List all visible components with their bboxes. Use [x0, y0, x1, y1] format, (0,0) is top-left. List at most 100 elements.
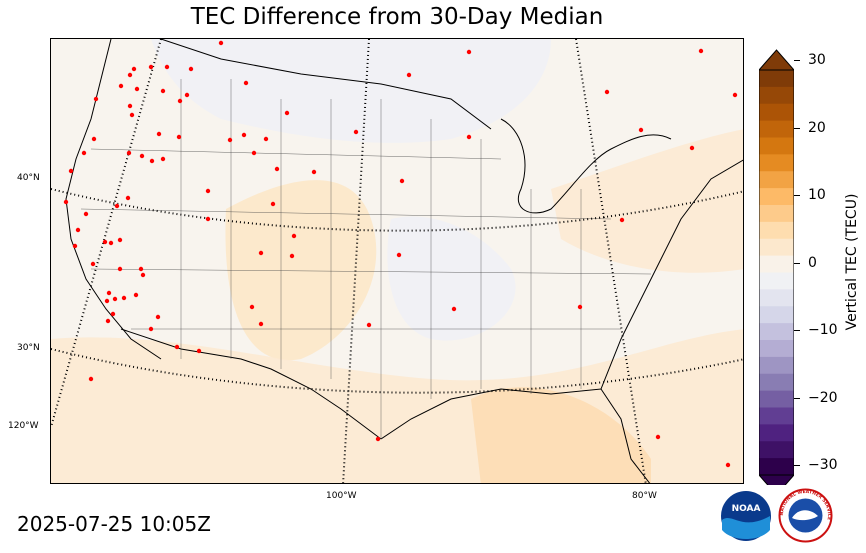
- station-marker: [90, 261, 96, 267]
- station-marker: [205, 216, 211, 222]
- station-marker: [249, 304, 255, 310]
- station-marker: [160, 156, 166, 162]
- colorbar-band: [759, 171, 794, 189]
- colorbar-label: Vertical TEC (TECU): [844, 193, 860, 331]
- station-marker: [176, 134, 182, 140]
- station-marker: [241, 132, 247, 138]
- noaa-logo-text: NOAA: [732, 504, 761, 514]
- colorbar-band: [759, 458, 794, 476]
- colorbar-band: [759, 70, 794, 88]
- colorbar-band: [759, 238, 794, 257]
- station-marker: [174, 344, 180, 350]
- colorbar-tick-label: 10: [808, 187, 826, 203]
- colorbar-tick-label: −30: [808, 457, 838, 473]
- station-marker: [68, 168, 74, 174]
- map-title: TEC Difference from 30-Day Median: [190, 4, 604, 30]
- station-marker: [619, 217, 625, 223]
- station-marker: [125, 195, 131, 201]
- station-marker: [732, 92, 738, 98]
- positive-anomaly-area: [471, 387, 651, 483]
- station-marker: [106, 290, 112, 296]
- colorbar-tickmark: [794, 60, 800, 61]
- colorbar-tick-label: −10: [808, 322, 838, 338]
- colorbar-band: [759, 272, 794, 290]
- station-marker: [466, 49, 472, 55]
- station-marker: [263, 136, 269, 142]
- colorbar-tickmark: [794, 127, 800, 129]
- station-marker: [72, 243, 78, 249]
- colorbar-band: [759, 103, 794, 122]
- colorbar-band: [759, 340, 794, 358]
- longitude-label-80w: 80°W: [632, 491, 657, 501]
- neutral-anomaly-area: [387, 216, 516, 341]
- station-marker: [396, 252, 402, 258]
- station-marker: [108, 240, 114, 246]
- station-marker: [164, 64, 170, 70]
- west-coastline: [65, 39, 162, 360]
- neutral-anomaly-area: [151, 39, 551, 143]
- station-marker: [188, 66, 194, 72]
- station-marker: [155, 314, 161, 320]
- station-marker: [366, 322, 372, 328]
- station-marker: [184, 92, 190, 98]
- colorbar-band: [759, 120, 794, 138]
- colorbar-tick-label: 30: [808, 52, 826, 68]
- colorbar-tickmark: [794, 397, 800, 399]
- station-marker: [291, 233, 297, 239]
- colorbar-band: [759, 441, 794, 459]
- station-marker: [375, 436, 381, 442]
- station-marker: [638, 127, 644, 133]
- station-marker: [139, 153, 145, 159]
- station-marker: [311, 169, 317, 175]
- station-marker: [112, 296, 118, 302]
- station-marker: [243, 80, 249, 86]
- station-marker: [353, 129, 359, 135]
- station-marker: [149, 158, 155, 164]
- station-marker: [156, 131, 162, 137]
- gulf-coastline: [380, 388, 651, 483]
- colorbar-tickmark: [794, 195, 800, 196]
- latitude-label-30n: 30°N: [17, 343, 40, 353]
- longitude-label-100w: 100°W: [326, 491, 357, 501]
- latitude-label-40n: 40°N: [17, 173, 40, 183]
- station-marker: [105, 318, 111, 324]
- station-marker: [655, 434, 661, 440]
- station-marker: [196, 348, 202, 354]
- station-marker: [406, 72, 412, 78]
- station-marker: [725, 462, 731, 468]
- east-coastline: [600, 159, 743, 390]
- colorbar-tickmark: [794, 262, 800, 264]
- station-marker: [83, 211, 89, 217]
- colorbar-band: [759, 373, 794, 392]
- timestamp: 2025-07-25 10:05Z: [17, 512, 211, 536]
- nws-logo: NATIONAL WEATHER SERVICE: [778, 488, 833, 543]
- station-marker: [134, 86, 140, 92]
- colorbar: [759, 49, 794, 485]
- colorbar-band: [759, 154, 794, 172]
- colorbar-band: [759, 424, 794, 442]
- colorbar-band: [759, 188, 794, 206]
- colorbar-band: [759, 289, 794, 307]
- station-marker: [129, 112, 135, 118]
- station-marker: [148, 326, 154, 332]
- colorbar-band: [759, 205, 794, 223]
- colorbar-band: [759, 407, 794, 425]
- positive-anomaly-area: [551, 129, 743, 273]
- meridian-80w: [575, 39, 647, 483]
- station-marker: [114, 203, 120, 209]
- station-marker: [140, 272, 146, 278]
- station-marker: [205, 188, 211, 194]
- noaa-logo: NOAA: [721, 491, 771, 541]
- station-marker: [93, 96, 99, 102]
- colorbar-band: [759, 356, 794, 375]
- station-marker: [577, 304, 583, 310]
- station-marker: [110, 311, 116, 317]
- meridian-100w: [342, 39, 370, 483]
- station-markers: [63, 40, 738, 468]
- station-marker: [131, 66, 137, 72]
- station-marker: [121, 295, 127, 301]
- station-marker: [451, 306, 457, 312]
- us-canada-border: [160, 39, 492, 130]
- station-marker: [104, 298, 110, 304]
- station-marker: [63, 199, 69, 205]
